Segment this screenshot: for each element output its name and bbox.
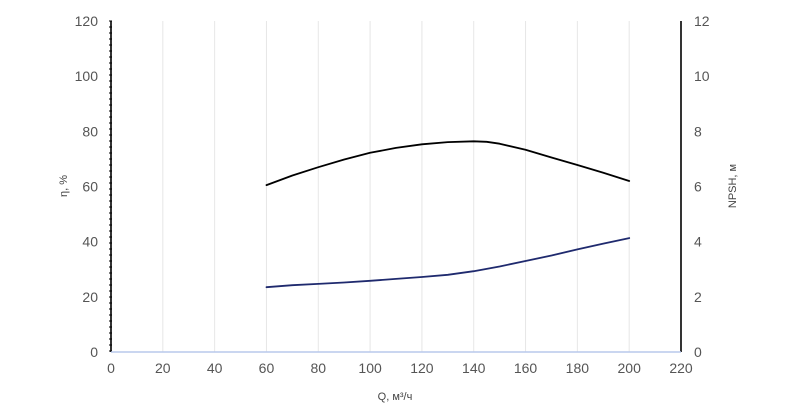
y-left-tick-label: 60 xyxy=(82,179,98,195)
x-tick-label: 220 xyxy=(669,360,693,376)
axes xyxy=(109,20,682,353)
y-right-tick-label: 10 xyxy=(694,68,710,84)
x-axis-title: Q, м³/ч xyxy=(378,391,413,403)
y-right-tick-label: 4 xyxy=(694,234,702,250)
x-tick-label: 20 xyxy=(155,360,171,376)
x-tick-label: 0 xyxy=(107,360,115,376)
y-left-tick-label: 100 xyxy=(75,68,99,84)
y-right-axis-title: NPSH, м xyxy=(727,164,739,208)
x-tick-label: 40 xyxy=(207,360,223,376)
tick-labels: 0 20 40 60 80 100 120 140 160 180 200 2200204060801… xyxy=(75,13,710,376)
x-tick-label: 160 xyxy=(514,360,538,376)
series-lines xyxy=(265,140,631,289)
y-right-tick-label: 8 xyxy=(694,123,702,139)
y-right-tick-label: 6 xyxy=(694,179,702,195)
efficiency-series-line xyxy=(265,140,631,187)
grid-lines xyxy=(162,21,630,352)
y-left-tick-label: 0 xyxy=(90,344,98,360)
y-right-tick-label: 2 xyxy=(694,289,702,305)
x-tick-label: 120 xyxy=(410,360,434,376)
y-left-tick-label: 40 xyxy=(82,234,98,250)
x-tick-label: 80 xyxy=(310,360,326,376)
x-tick-label: 200 xyxy=(618,360,642,376)
x-tick-label: 60 xyxy=(259,360,275,376)
x-tick-label: 140 xyxy=(462,360,486,376)
y-left-tick-label: 80 xyxy=(82,123,98,139)
y-left-axis-title: η, % xyxy=(58,175,70,197)
y-left-tick-label: 120 xyxy=(75,13,99,29)
x-tick-label: 180 xyxy=(566,360,590,376)
y-right-tick-label: 0 xyxy=(694,344,702,360)
npsh-series-line xyxy=(265,237,631,289)
x-tick-label: 100 xyxy=(358,360,382,376)
y-left-tick-label: 20 xyxy=(82,289,98,305)
y-right-tick-label: 12 xyxy=(694,13,710,29)
